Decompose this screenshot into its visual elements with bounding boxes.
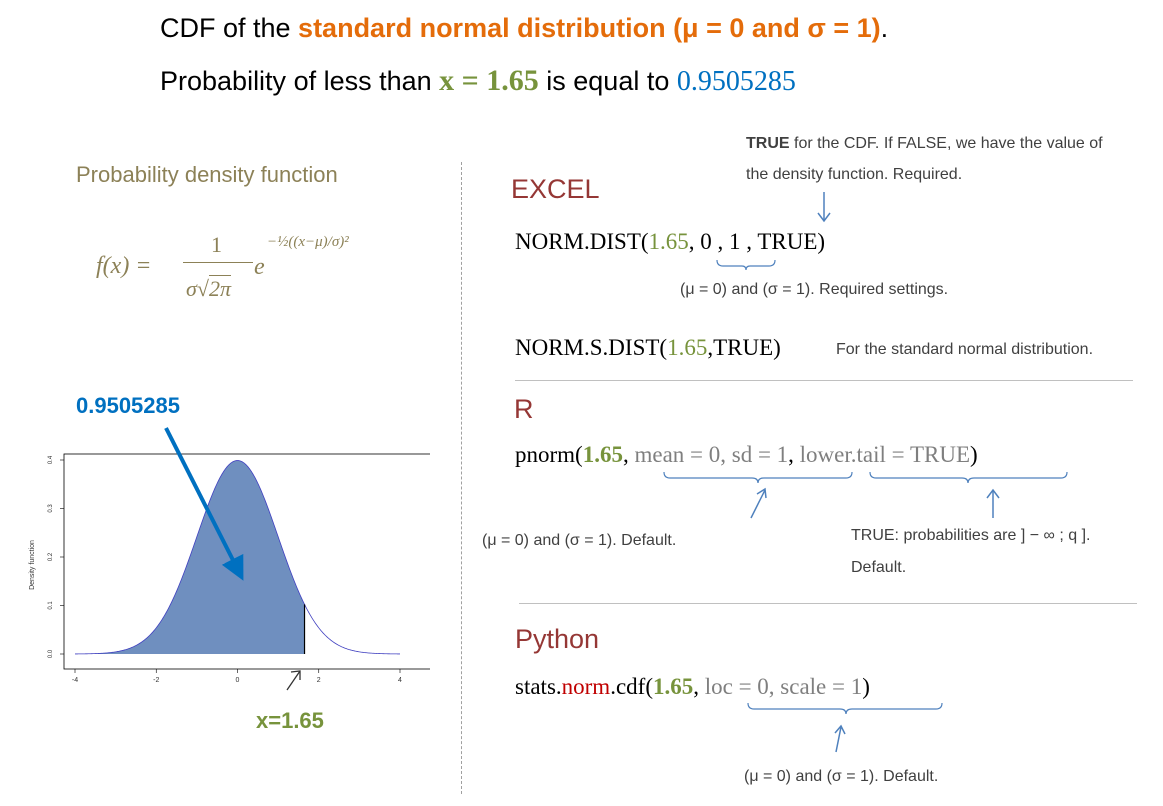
excel-true-note-bold: TRUE [746,135,790,152]
excel-f1-note: (μ = 0) and (σ = 1). Required settings. [680,281,949,298]
python-heading: Python [515,624,600,654]
formula-root: 2π [208,275,231,301]
r-f-name: pnorm( [515,442,583,467]
r-arrow-right [986,488,1000,518]
r-f-sep2: , [788,442,800,467]
cdf-value-label: 0.9505285 [76,393,180,418]
formula-exponent: −½((x−μ)/σ)² [267,234,349,250]
r-brace-left [663,471,853,484]
excel-formula-1: NORM.DIST(1.65, 0 , 1 , TRUE) [515,229,825,255]
pdf-chart: Density function -4 -2 0 2 4 0.0 0.1 0.2 0.3 0.4 [29,453,430,684]
x-tick-label: -2 [153,677,159,684]
r-f-arg1: 1.65 [582,442,623,467]
r-brace-right [869,471,1068,484]
formula-lhs: f(x) = [96,253,152,279]
formula-e: e [254,254,265,280]
r-f-args: mean = 0, sd = 1 [634,442,789,467]
r-note-left: (μ = 0) and (σ = 1). Default. [482,532,677,549]
formula-denominator: σ√2π [186,275,231,301]
y-tick-label: 0.3 [48,504,54,513]
excel-true-note-line2: the density function. Required. [746,166,963,183]
excel-formula-2: NORM.S.DIST(1.65,TRUE) [515,335,781,361]
title2-prefix: Probability of less than [160,66,440,96]
formula-numerator: 1 [211,232,222,257]
python-arrow [834,724,846,753]
r-note-right-line1: TRUE: probabilities are ] − ∞ ; q ]. [851,527,1091,544]
title-prefix: CDF of the [160,13,299,43]
chart-frame [63,453,430,670]
x-arrow [286,670,301,691]
excel-true-note: TRUE for the CDF. If FALSE, we have the … [746,135,1103,153]
excel-brace [716,259,776,271]
title2-x: x = 1.65 [439,64,539,97]
excel-f1-rest: , 0 , 1 , TRUE) [688,229,826,254]
python-note: (μ = 0) and (σ = 1). Default. [744,768,939,785]
fraction-bar [183,262,253,263]
excel-f1-arg1: 1.65 [648,229,689,254]
value-arrow [164,427,244,581]
title-suffix: . [880,13,889,43]
excel-f1-name: NORM.DIST( [515,229,649,254]
py-f-pre: stats. [515,674,562,699]
py-f-norm: norm [561,674,611,699]
py-f-close: ) [862,674,870,699]
python-brace [747,702,943,715]
py-f-cdf: .cdf( [610,674,653,699]
title-line-1: CDF of the standard normal distribution … [160,13,888,44]
vertical-divider [461,162,462,794]
y-tick-label: 0.0 [48,649,54,658]
excel-f2-note: For the standard normal distribution. [836,341,1094,358]
r-note-right-line2: Default. [851,559,907,576]
python-formula: stats.norm.cdf(1.65, loc = 0, scale = 1) [515,674,870,700]
py-f-sep: , [693,674,705,699]
r-f-args2: lower.tail = TRUE [799,442,971,467]
formula-sigma: σ [186,276,197,301]
excel-f2-name: NORM.S.DIST( [515,335,668,360]
density-curve [74,460,401,655]
y-tick-label: 0.4 [48,455,54,464]
x-tick-label: 4 [398,677,402,684]
py-f-arg1: 1.65 [652,674,694,699]
x-tick-label: 0 [236,677,240,684]
title2-mid: is equal to [538,66,677,96]
title-highlight: standard normal distribution (μ = 0 and … [298,13,881,43]
pdf-title: Probability density function [76,162,338,187]
r-f-sep: , [622,442,635,467]
y-tick-label: 0.2 [48,552,54,561]
title2-value: 0.9505285 [676,66,796,97]
r-f-close: ) [970,442,978,467]
r-arrow-left [750,487,767,519]
x-tick-label: 2 [317,677,321,684]
excel-true-arrow [817,192,831,223]
excel-f2-rest: ,TRUE) [707,335,781,360]
title-line-2: Probability of less than x = 1.65 is equ… [160,64,796,98]
divider-excel-r [515,380,1133,381]
r-formula: pnorm(1.65, mean = 0, sd = 1, lower.tail… [515,442,978,468]
excel-f2-arg1: 1.65 [667,335,708,360]
excel-heading: EXCEL [511,174,600,204]
excel-true-note-rest: for the CDF. If FALSE, we have the value… [789,135,1103,152]
py-f-args: loc = 0, scale = 1 [704,674,863,699]
chart-ylabel: Density function [29,540,36,590]
x-tick-label: -4 [72,677,78,684]
x-value-label: x=1.65 [256,708,324,733]
r-heading: R [514,394,534,424]
divider-r-python [519,603,1137,604]
y-tick-label: 0.1 [48,601,54,610]
